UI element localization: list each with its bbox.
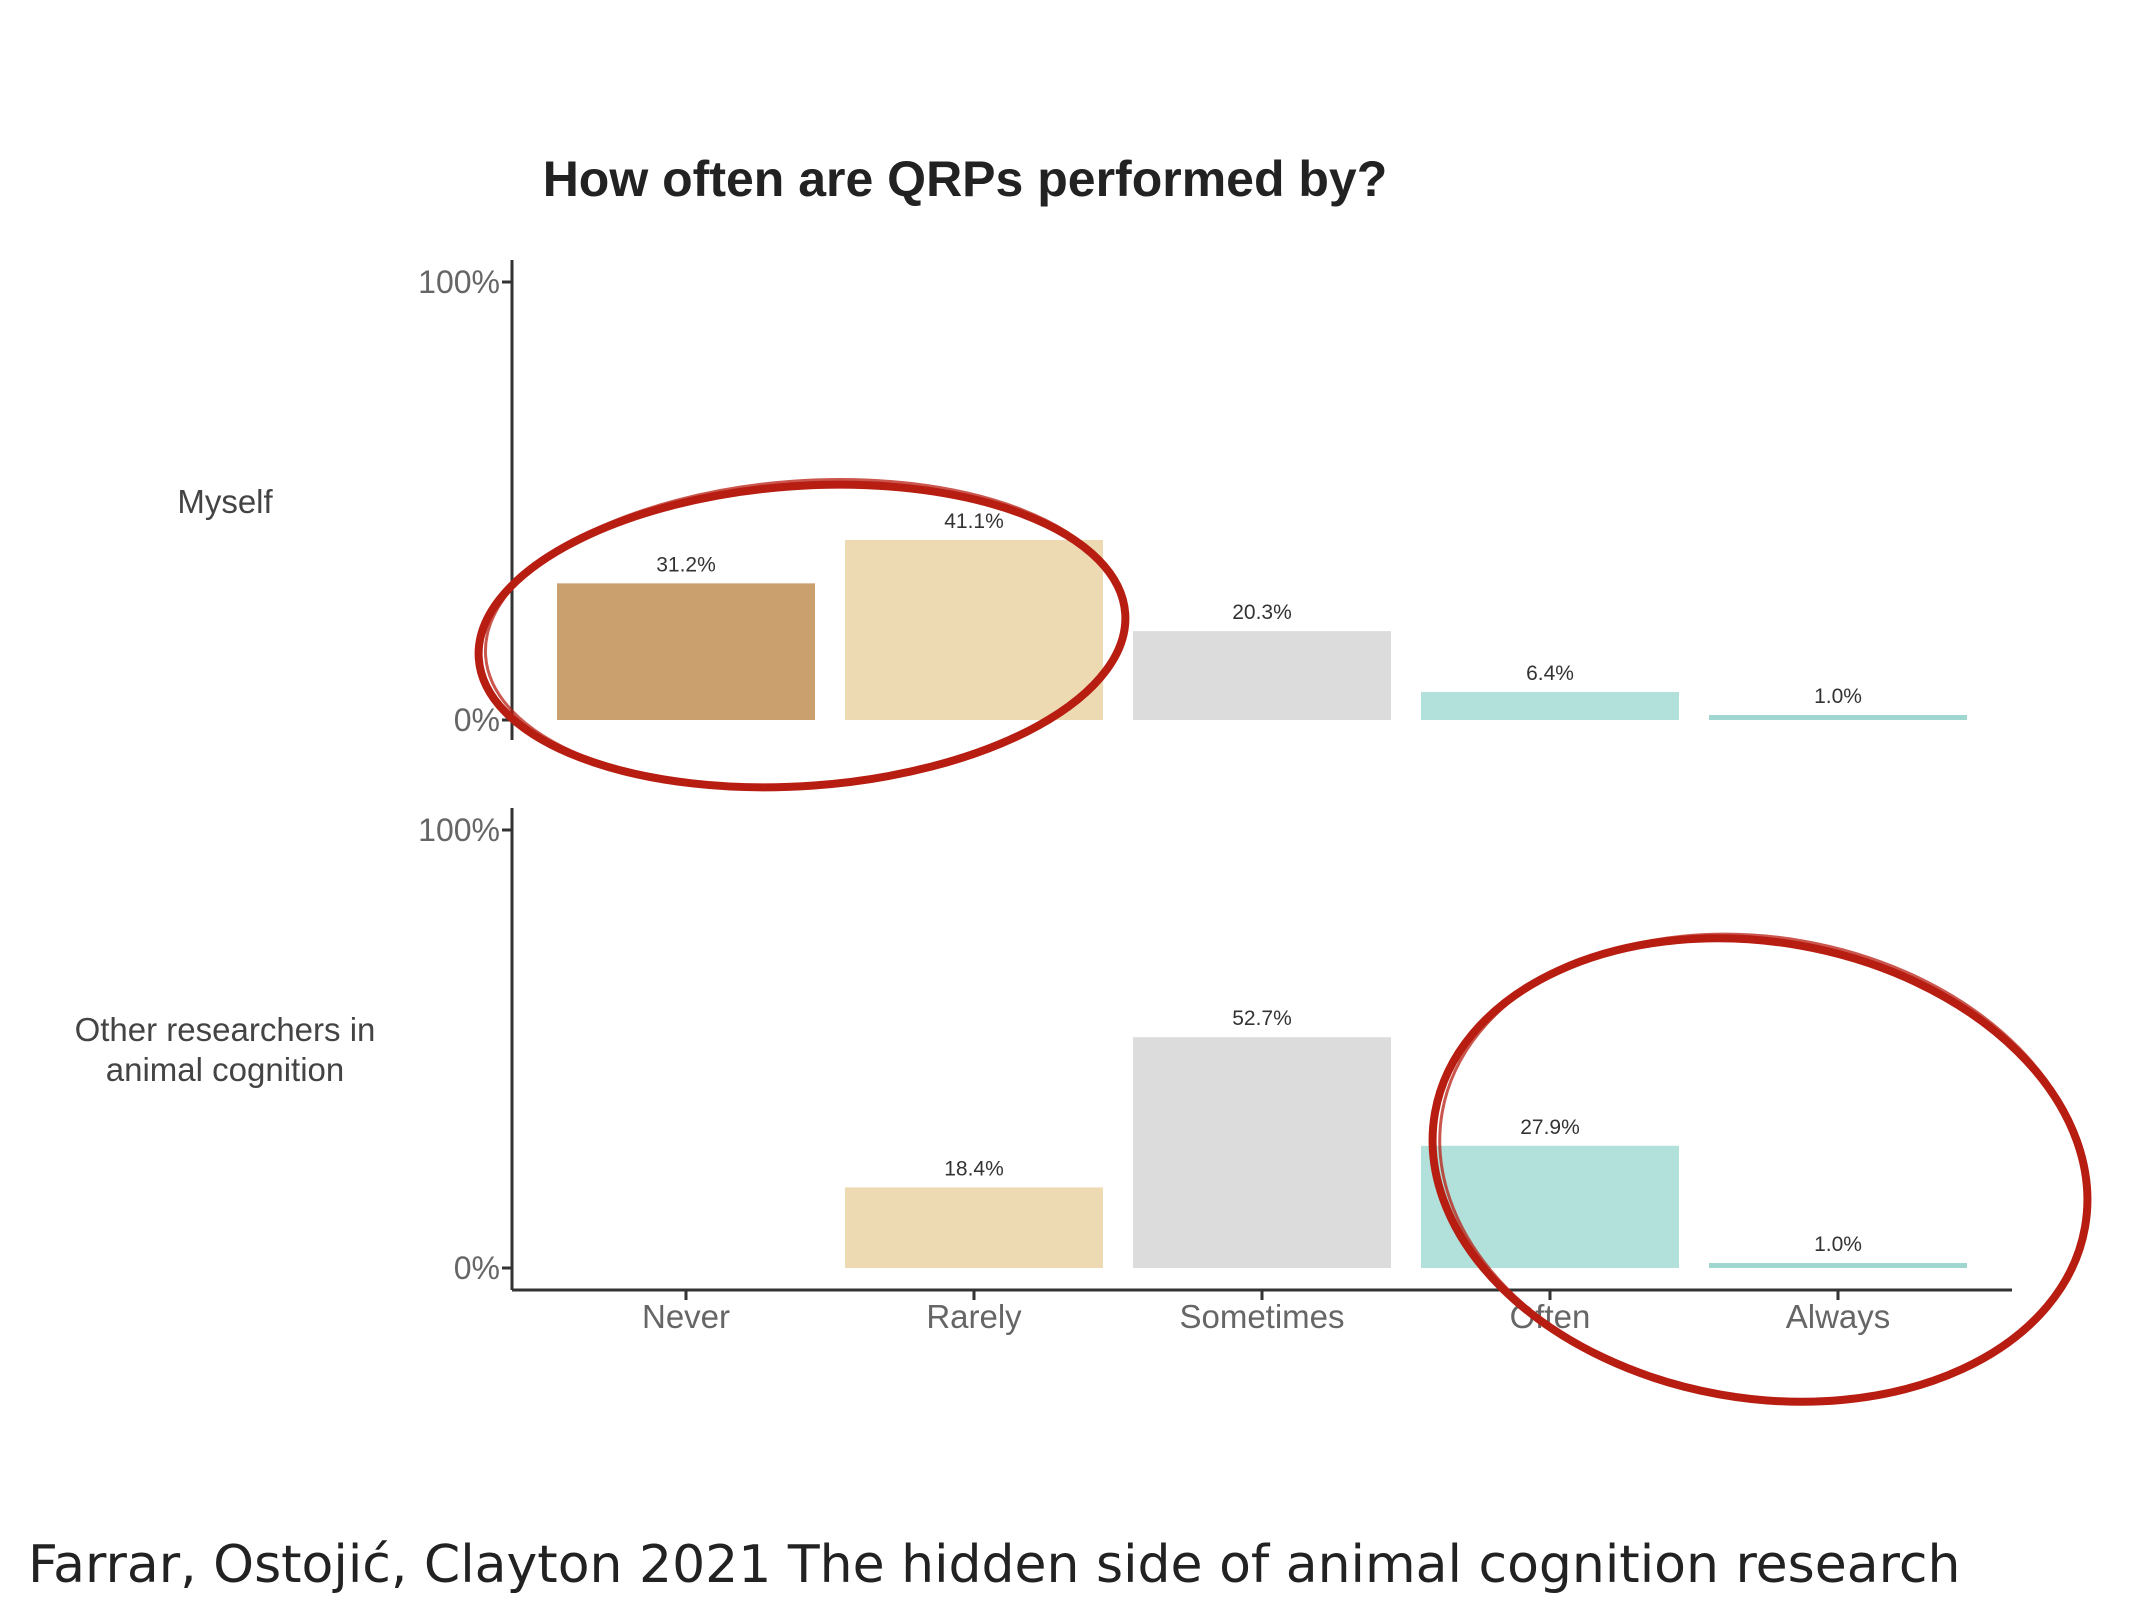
data-label: 6.4% (1526, 662, 1574, 685)
bar-often (1421, 691, 1679, 720)
bar-always (1709, 1263, 1967, 1268)
y-tick-label: 100% (418, 812, 500, 848)
y-tick-label: 0% (454, 1250, 500, 1286)
data-label: 52.7% (1232, 1007, 1292, 1030)
y-tick-label: 100% (418, 264, 500, 300)
x-tick-label: Always (1786, 1298, 1891, 1335)
data-label: 27.9% (1520, 1116, 1580, 1139)
data-label: 20.3% (1232, 601, 1292, 624)
row-label-other-line2: animal cognition (105, 1051, 345, 1088)
row-label-myself-text: Myself (177, 483, 273, 520)
bar-rarely (845, 1187, 1103, 1268)
data-label: 1.0% (1814, 685, 1862, 708)
row-label-other-line1: Other researchers in (74, 1011, 376, 1048)
bar-often (1421, 1145, 1679, 1268)
highlight-circle-sometimes-often (1428, 932, 2092, 1406)
highlight-circles (474, 478, 2092, 1406)
bar-sometimes (1133, 631, 1391, 720)
bar-never (557, 583, 815, 720)
data-label: 31.2% (656, 553, 716, 576)
x-tick-label: Rarely (926, 1298, 1022, 1335)
panel-myself: 0% 100% 31.2% 41.1% 20.3% 6.4% 1.0% (418, 260, 1967, 740)
panel-other-researchers: 0% 100% 18.4% 52.7% 27.9% 1.0% (418, 808, 1967, 1290)
highlight-circle-never-rarely (474, 478, 1130, 792)
chart-title: How often are QRPs performed by? (542, 151, 1388, 207)
data-label: 18.4% (944, 1157, 1004, 1180)
bar-rarely (845, 539, 1103, 720)
circle-stroke-rough (1438, 932, 2089, 1405)
data-label: 1.0% (1814, 1233, 1862, 1256)
citation-caption: Farrar, Ostojić, Clayton 2021 The hidden… (28, 1535, 1961, 1595)
bar-sometimes (1133, 1037, 1391, 1268)
row-label-myself: Myself (15, 482, 435, 522)
row-label-other-researchers: Other researchers in animal cognition (15, 1010, 435, 1090)
x-axis: Never Rarely Sometimes Often Always (512, 1288, 2012, 1335)
bar-always (1709, 715, 1967, 720)
x-tick-label: Never (642, 1298, 730, 1335)
circle-stroke-rough (483, 478, 1126, 790)
y-tick-label: 0% (454, 702, 500, 738)
data-label: 41.1% (944, 510, 1004, 533)
x-tick-label: Sometimes (1179, 1298, 1344, 1335)
